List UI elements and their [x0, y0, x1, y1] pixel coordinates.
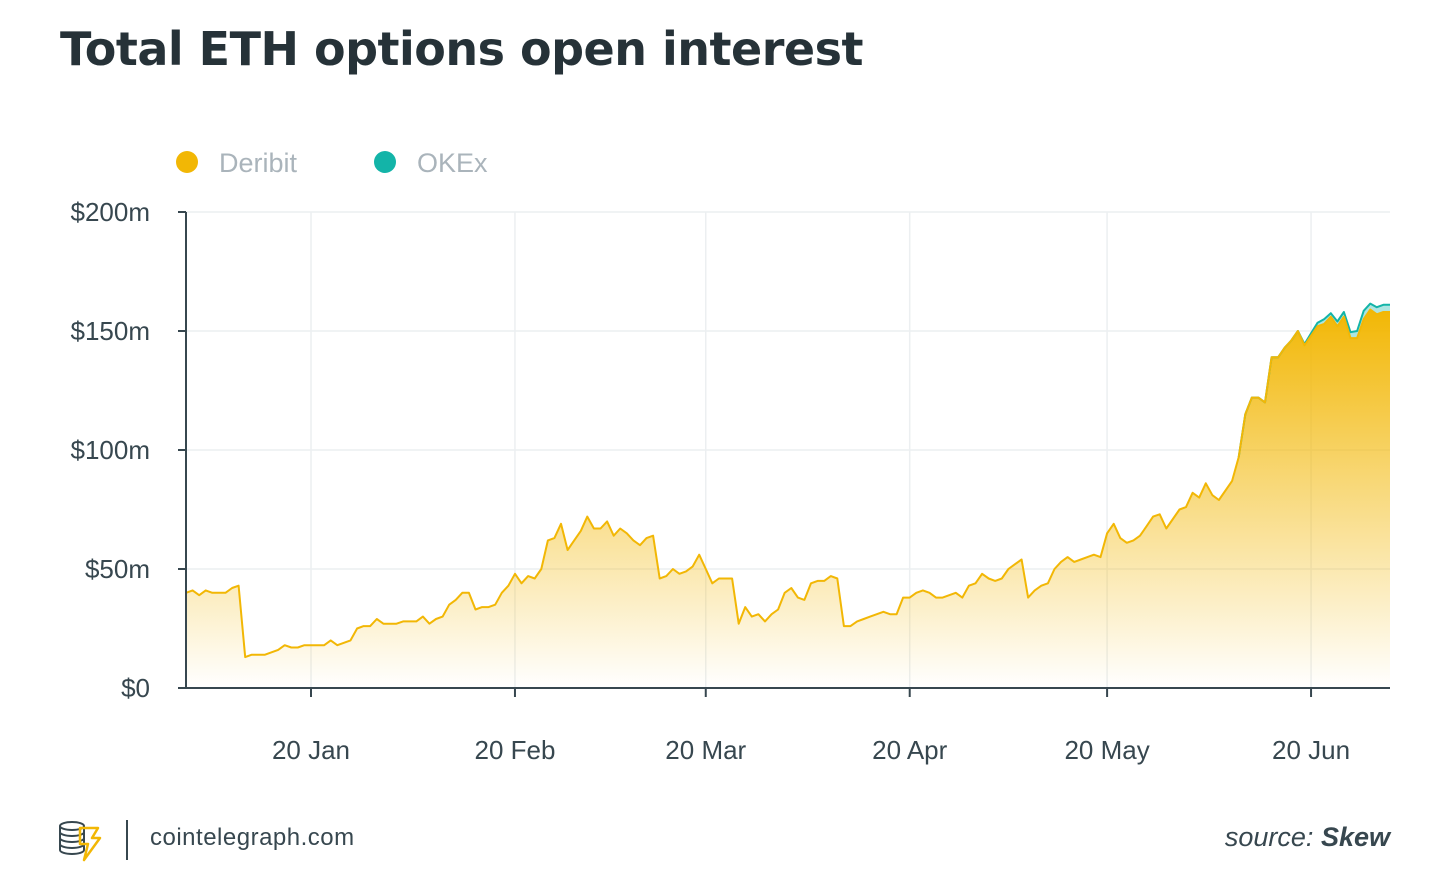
footer-site-link[interactable]: cointelegraph.com: [150, 824, 355, 851]
legend-label-okex[interactable]: OKEx: [417, 148, 488, 178]
footer-source: source: Skew: [1225, 822, 1390, 853]
x-tick-label: 20 Mar: [665, 735, 746, 765]
x-tick-label: 20 May: [1064, 735, 1149, 765]
footer-divider: [126, 820, 128, 860]
axes: $0 $50m $100m $150m $200m 20 Jan 20 Feb 20 Mar 2…: [71, 197, 1390, 765]
legend-swatch-deribit[interactable]: [176, 151, 198, 173]
y-tick-label: $100m: [71, 435, 151, 465]
legend-swatch-okex[interactable]: [374, 151, 396, 173]
x-tick-label: 20 Apr: [872, 735, 948, 765]
y-tick-label: $150m: [71, 316, 151, 346]
y-tick-label: $50m: [85, 554, 150, 584]
source-prefix: source:: [1224, 822, 1314, 852]
deribit-area: [186, 309, 1390, 688]
x-tick-label: 20 Feb: [474, 735, 555, 765]
x-tick-label: 20 Jun: [1272, 735, 1350, 765]
chart-title: Total ETH options open interest: [60, 22, 863, 76]
cointelegraph-logo-icon: [59, 821, 102, 862]
series-layer: [185, 302, 1390, 688]
y-tick-label: $200m: [71, 197, 151, 227]
source-name: Skew: [1320, 822, 1390, 852]
y-tick-label: $0: [121, 673, 150, 703]
legend-label-deribit[interactable]: Deribit: [219, 148, 298, 178]
deribit-line: [185, 308, 1390, 659]
legend: Deribit OKEx: [176, 148, 488, 178]
x-tick-label: 20 Jan: [272, 735, 350, 765]
